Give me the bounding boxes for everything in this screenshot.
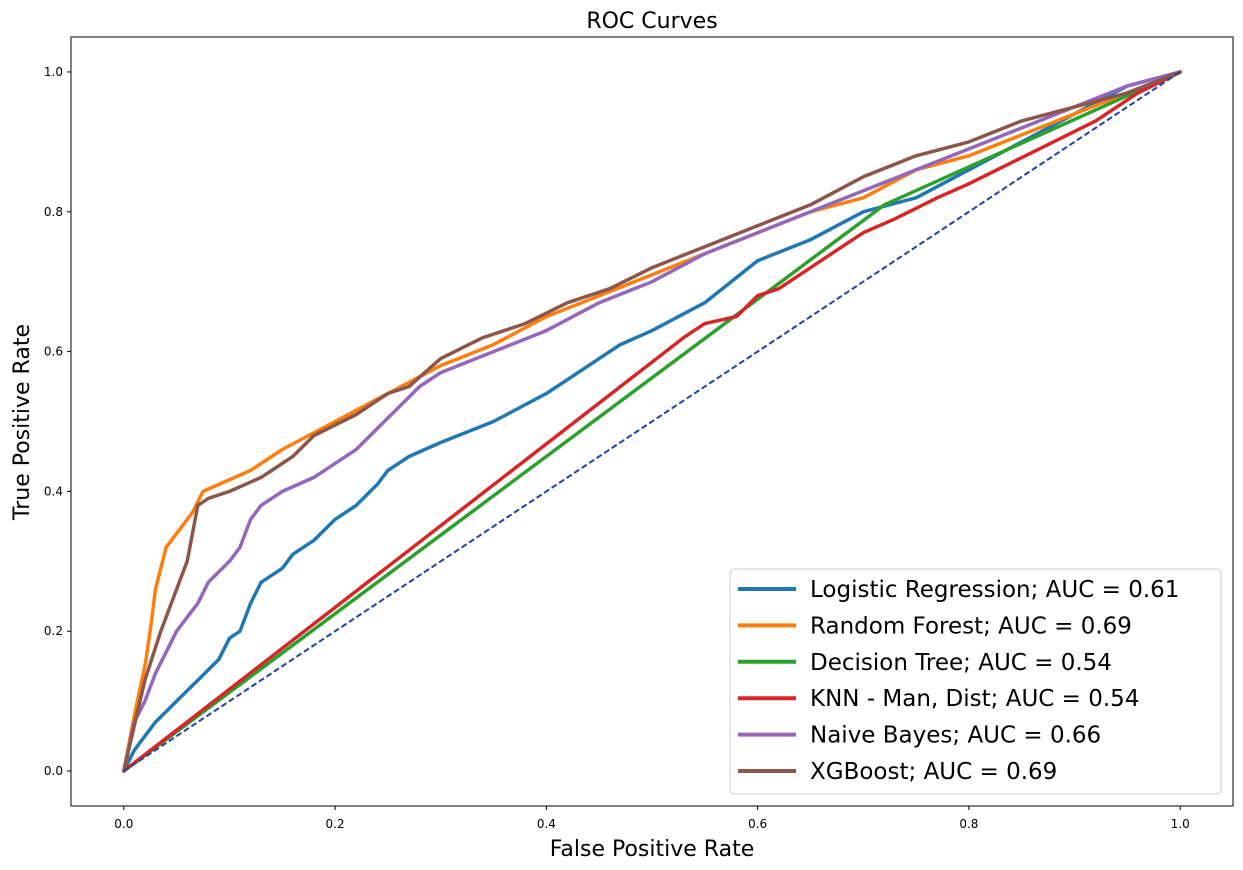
series-line-5 xyxy=(122,70,1182,773)
chart-title: ROC Curves xyxy=(586,9,717,34)
x-tick-label: 0.0 xyxy=(114,817,133,831)
x-tick-label: 0.6 xyxy=(748,817,767,831)
x-tick-label: 0.8 xyxy=(959,817,978,831)
axes-frame xyxy=(70,36,1234,807)
x-tick-label: 0.4 xyxy=(537,817,556,831)
legend-label-2: Decision Tree; AUC = 0.54 xyxy=(810,650,1112,676)
plot-area: 0.0 0.2 0.4 0.6 0.8 1.0 0.0 0.2 0.4 0.6 0.8 1.0 xyxy=(44,36,1234,831)
series-line-4 xyxy=(122,70,1182,773)
y-tick-label: 0.6 xyxy=(44,345,63,359)
legend-label-0: Logistic Regression; AUC = 0.61 xyxy=(810,577,1179,603)
series-line-2 xyxy=(122,70,1182,773)
legend-box xyxy=(729,568,1222,795)
y-tick-label: 0.4 xyxy=(44,484,63,498)
series-line-3 xyxy=(122,70,1182,773)
x-axis-label: False Positive Rate xyxy=(550,837,754,862)
y-tick-label: 1.0 xyxy=(44,65,63,79)
legend-label-3: KNN - Man, Dist; AUC = 0.54 xyxy=(810,686,1139,712)
y-tick-label: 0.8 xyxy=(44,205,63,219)
legend-label-5: XGBoost; AUC = 0.69 xyxy=(810,759,1057,785)
legend: Logistic Regression; AUC = 0.61 Random Fo… xyxy=(729,568,1222,795)
legend-label-1: Random Forest; AUC = 0.69 xyxy=(810,613,1132,639)
x-tick-label: 0.2 xyxy=(326,817,345,831)
series-line-1 xyxy=(122,70,1182,773)
legend-label-4: Naive Bayes; AUC = 0.66 xyxy=(810,723,1101,749)
y-axis-label: True Positive Rate xyxy=(10,324,35,521)
x-tick-label: 1.0 xyxy=(1171,817,1190,831)
y-tick-label: 0.2 xyxy=(44,624,63,638)
baseline-diagonal xyxy=(123,71,1181,772)
y-tick-label: 0.0 xyxy=(44,764,63,778)
